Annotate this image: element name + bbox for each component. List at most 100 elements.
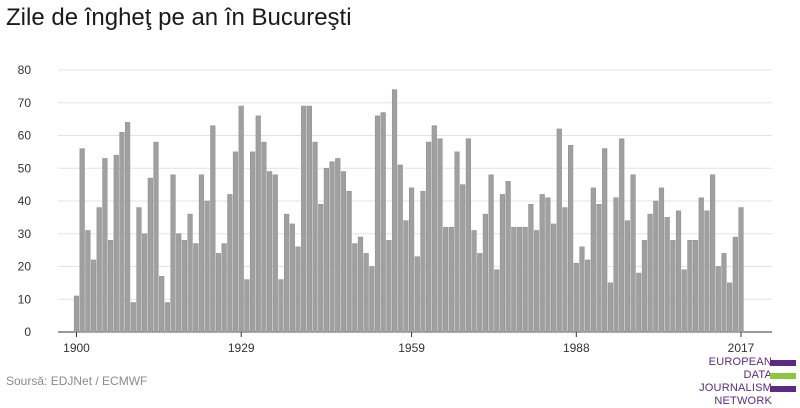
y-tick-label: 70 <box>18 96 32 110</box>
bar-1976 <box>505 181 511 333</box>
x-axis-ticks: 1900 1929 1959 1988 2017 <box>63 332 755 355</box>
bar-1942 <box>312 141 318 333</box>
bar-1956 <box>391 89 398 333</box>
bar-1935 <box>272 174 278 333</box>
bar-2007 <box>681 269 687 333</box>
bar-1973 <box>488 174 494 333</box>
bar-1964 <box>437 138 443 333</box>
bar-2003 <box>658 187 665 333</box>
bar-1905 <box>102 158 108 333</box>
bar-1934 <box>267 171 273 333</box>
bar-1980 <box>528 204 534 333</box>
bar-1998 <box>630 174 636 333</box>
bar-1944 <box>323 168 329 333</box>
bar-1908 <box>119 131 125 333</box>
y-tick-label: 40 <box>18 194 32 208</box>
bar-1983 <box>545 197 551 333</box>
bar-1957 <box>397 164 403 333</box>
bar-1950 <box>357 236 364 333</box>
bar-1904 <box>96 207 102 333</box>
bar-1978 <box>516 226 523 333</box>
bar-1945 <box>329 161 335 333</box>
logo-line-1: EUROPEAN <box>708 356 772 368</box>
bar-1979 <box>522 226 528 333</box>
bar-1912 <box>142 233 148 333</box>
bar-1988 <box>573 262 579 333</box>
bar-1972 <box>482 213 489 333</box>
bar-1963 <box>431 125 437 333</box>
bar-2002 <box>653 200 659 333</box>
bar-2015 <box>727 282 733 333</box>
bar-2010 <box>698 197 704 333</box>
x-tick-label: 2017 <box>728 341 755 355</box>
bar-1955 <box>386 240 392 333</box>
y-tick-label: 50 <box>18 161 32 175</box>
bar-1907 <box>113 154 119 333</box>
bar-1975 <box>499 194 506 333</box>
bar-1913 <box>147 177 153 333</box>
bar-1920 <box>187 213 193 333</box>
y-tick-label: 60 <box>18 129 32 143</box>
bar-1933 <box>261 141 267 333</box>
bar-1930 <box>244 279 250 333</box>
bar-1986 <box>562 207 568 333</box>
bar-1977 <box>511 226 517 333</box>
bar-1962 <box>426 141 432 333</box>
bar-1910 <box>130 302 136 333</box>
bar-1987 <box>568 145 574 333</box>
bar-1918 <box>176 233 182 333</box>
bar-1919 <box>181 240 187 333</box>
bar-1922 <box>198 174 205 333</box>
bar-1937 <box>284 213 290 333</box>
bar-1974 <box>494 269 500 333</box>
bar-1925 <box>215 253 222 333</box>
y-tick-label: 30 <box>18 227 32 241</box>
edjnet-logo: EUROPEAN DATA JOURNALISM NETWORK <box>668 356 800 407</box>
logo-bar-middle <box>770 373 796 379</box>
bar-1917 <box>170 174 176 333</box>
bar-1971 <box>477 253 483 333</box>
x-tick-label: 1988 <box>563 341 590 355</box>
bar-2000 <box>641 240 648 333</box>
bar-1996 <box>619 138 625 333</box>
bar-1960 <box>414 256 420 333</box>
bar-1984 <box>550 223 557 333</box>
bar-1999 <box>636 272 642 333</box>
bar-1967 <box>454 151 460 333</box>
bar-2014 <box>721 253 727 333</box>
bar-1903 <box>90 259 97 333</box>
bar-1911 <box>136 207 142 333</box>
bar-2013 <box>715 266 721 333</box>
bars <box>73 89 744 333</box>
bar-1982 <box>539 194 545 333</box>
bar-2012 <box>710 174 716 333</box>
bar-1995 <box>613 197 619 333</box>
bar-1947 <box>340 171 347 333</box>
bar-2004 <box>664 217 670 333</box>
y-tick-label: 0 <box>24 325 31 339</box>
bar-1943 <box>318 204 324 333</box>
bar-chart: 0 10 20 30 40 50 60 70 80 1900 1929 1959 1988 2017 <box>18 63 772 355</box>
bar-1938 <box>289 223 295 333</box>
bar-1931 <box>249 151 256 333</box>
bar-1921 <box>193 243 199 333</box>
bar-1985 <box>556 128 562 333</box>
bar-1969 <box>465 138 471 333</box>
x-tick-label: 1959 <box>398 341 425 355</box>
bar-1993 <box>602 148 608 333</box>
x-tick-label: 1929 <box>228 341 255 355</box>
logo-bar-top <box>770 360 796 366</box>
bar-2006 <box>675 210 682 333</box>
bar-1961 <box>420 190 426 333</box>
bar-2001 <box>647 213 653 333</box>
bar-1939 <box>295 246 301 333</box>
bar-2011 <box>704 210 710 333</box>
bar-1953 <box>374 115 381 333</box>
bar-1926 <box>221 243 227 333</box>
logo-line-3: NETWORK <box>714 395 772 407</box>
bar-1954 <box>380 112 386 333</box>
bar-1997 <box>624 220 630 333</box>
bar-1951 <box>363 253 369 333</box>
y-tick-label: 80 <box>18 63 32 77</box>
y-axis-ticks: 0 10 20 30 40 50 60 70 80 <box>18 63 32 339</box>
